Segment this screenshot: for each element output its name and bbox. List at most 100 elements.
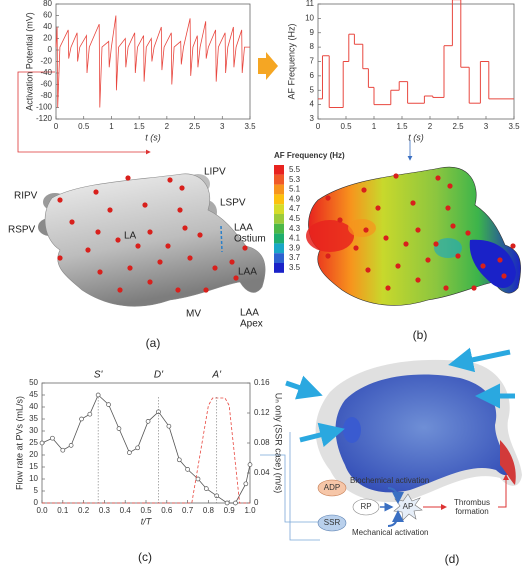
x-tick-label: 2.5 (452, 122, 464, 131)
series-point (127, 451, 131, 455)
x-tick-label: 0.5 (340, 122, 352, 131)
anatomy-label: RSPV (8, 225, 36, 236)
y-tick-label: 80 (43, 0, 52, 8)
electrode (393, 173, 398, 178)
electrode (465, 230, 470, 235)
colorbar-tick-label: 5.5 (289, 165, 301, 174)
series-point (50, 436, 54, 440)
y-tick-label: 11 (306, 0, 315, 8)
x-tick-label: 0.9 (224, 506, 236, 515)
electrode (147, 229, 152, 234)
series-point (117, 427, 121, 431)
colorbar-tick-label: 3.5 (289, 263, 301, 272)
x-tick-label: 0.8 (203, 506, 215, 515)
colorbar-swatch (274, 165, 284, 175)
y2-tick-label: 0.16 (254, 378, 270, 387)
y-tick-label: 20 (43, 34, 52, 43)
y-tick-label: 50 (29, 378, 38, 387)
electrode (167, 177, 172, 182)
series-point (177, 458, 181, 462)
colorbar-swatch (274, 185, 284, 195)
electrode (433, 241, 438, 246)
series-line (42, 398, 250, 503)
electrode (147, 279, 152, 284)
y-tick-label: -100 (36, 103, 53, 112)
la-model (38, 174, 265, 306)
electrode (471, 285, 476, 290)
electrode (127, 265, 132, 270)
anatomy-label: RIPV (14, 191, 38, 202)
diagram-text: SSR (324, 518, 341, 527)
diagram-text: ADP (324, 483, 340, 492)
y-tick-label: 9 (310, 28, 315, 37)
colorbar-tick-label: 4.7 (289, 204, 301, 213)
x-tick-label: 3.5 (244, 122, 256, 131)
x-tick-label: 3 (220, 122, 225, 131)
y-tick-label: 0 (48, 45, 53, 54)
y-tick-label: 10 (305, 13, 314, 22)
y-tick-label: 7 (310, 57, 315, 66)
electrode (97, 269, 102, 274)
electrode (165, 243, 170, 248)
electrode (197, 232, 202, 237)
x-tick-label: 1 (372, 122, 377, 131)
diagram-text: RP (360, 502, 371, 511)
electrode (242, 245, 247, 250)
anatomy-label: Ostium (234, 234, 266, 245)
electrode (95, 229, 100, 234)
series-point (88, 412, 92, 416)
colorbar-tick-label: 3.7 (289, 253, 301, 262)
colorbar-tick-label: 4.9 (289, 194, 301, 203)
colorbar-swatch (274, 214, 284, 224)
electrode (57, 255, 62, 260)
electrode (212, 265, 217, 270)
y-tick-label: 0 (34, 498, 39, 507)
y-axis-label: Activation Potential (mV) (24, 12, 34, 111)
x-tick-label: 0.5 (78, 122, 90, 131)
anatomy-label: LIPV (204, 167, 226, 178)
x-tick-label: 3.5 (508, 122, 520, 131)
series-point (146, 419, 150, 423)
colorbar-tick-label: 4.1 (289, 234, 301, 243)
electrode (229, 259, 234, 264)
y-tick-label: -40 (40, 68, 52, 77)
colorbar-swatch (274, 194, 284, 204)
figure: 00.511.522.533.5-120-100-80-60-40-200204… (0, 0, 526, 573)
colorbar-tick-label: 4.5 (289, 214, 301, 223)
x-tick-label: 1.5 (396, 122, 408, 131)
series-point (244, 482, 248, 486)
x-tick-label: 2 (428, 122, 433, 131)
x-tick-label: 1 (109, 122, 114, 131)
annotation: D' (154, 370, 164, 381)
y-tick-label: 15 (29, 462, 38, 471)
electrode (410, 200, 415, 205)
colorbar-swatch (274, 224, 284, 234)
electrode (337, 217, 342, 222)
series-line (42, 395, 250, 503)
colorbar-swatch (274, 253, 284, 263)
y-axis-label: Flow rate at PVs (mL/s) (14, 396, 24, 490)
x-axis-label: t (s) (145, 132, 161, 142)
series-point (233, 501, 237, 505)
electrode (182, 225, 187, 230)
y2-tick-label: 0 (254, 498, 259, 507)
electrode (177, 207, 182, 212)
y-tick-label: 10 (29, 474, 38, 483)
x-tick-label: 0 (316, 122, 321, 131)
anatomy-label: Apex (240, 319, 263, 330)
y2-tick-label: 0.04 (254, 468, 270, 477)
y-tick-label: 20 (29, 450, 38, 459)
electrode (361, 187, 366, 192)
x-axis-label: t/T (141, 516, 153, 526)
electrode (85, 247, 90, 252)
anatomy-label: LA (124, 231, 137, 242)
electrode (375, 205, 380, 210)
panel-label: (d) (445, 552, 460, 566)
anatomy-label: MV (186, 309, 201, 320)
electrode (365, 267, 370, 272)
electrode (443, 285, 448, 290)
plot-frame (56, 4, 250, 119)
electrode (157, 259, 162, 264)
diagram-text: formation (455, 507, 488, 516)
diagram-text: Mechanical activation (352, 528, 428, 537)
